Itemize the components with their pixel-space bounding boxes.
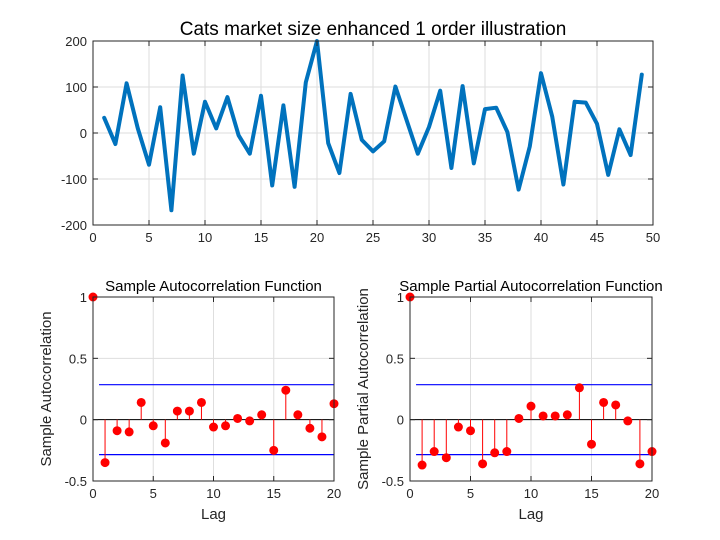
stem-marker bbox=[160, 438, 170, 448]
chart-title: Cats market size enhanced 1 order illust… bbox=[180, 19, 567, 40]
stem-marker bbox=[526, 401, 536, 411]
stem-marker bbox=[635, 459, 645, 469]
x-tick-label: 5 bbox=[145, 230, 152, 245]
y-tick-label: -0.5 bbox=[382, 474, 404, 489]
stem-marker bbox=[317, 432, 327, 442]
chart-title: Sample Partial Autocorrelation Function bbox=[399, 278, 662, 295]
y-tick-label: 100 bbox=[65, 80, 87, 95]
stem-marker bbox=[550, 411, 560, 421]
stem-marker bbox=[281, 385, 291, 395]
y-tick-label: -200 bbox=[61, 218, 87, 233]
stem-marker bbox=[514, 413, 524, 423]
stem-marker bbox=[245, 416, 255, 426]
y-axis-label: Sample Partial Autocorrelation bbox=[355, 288, 372, 490]
stem-marker bbox=[574, 383, 584, 393]
x-tick-label: 40 bbox=[534, 230, 548, 245]
stem-marker bbox=[478, 459, 488, 469]
x-tick-label: 10 bbox=[206, 486, 220, 501]
y-tick-label: 1 bbox=[80, 290, 87, 305]
stem-marker bbox=[112, 426, 122, 436]
stem-marker bbox=[257, 410, 267, 420]
stem-marker bbox=[172, 406, 182, 416]
stem-marker bbox=[305, 423, 315, 433]
x-tick-label: 0 bbox=[89, 486, 96, 501]
x-tick-label: 30 bbox=[422, 230, 436, 245]
x-tick-label: 10 bbox=[198, 230, 212, 245]
y-tick-label: 0.5 bbox=[69, 351, 87, 366]
y-axis-label: Sample Autocorrelation bbox=[38, 311, 55, 466]
stem-marker bbox=[209, 422, 218, 432]
x-tick-label: 5 bbox=[467, 486, 474, 501]
stem-marker bbox=[100, 458, 110, 468]
stem-marker bbox=[453, 422, 463, 432]
x-tick-label: 10 bbox=[524, 486, 538, 501]
stem-marker bbox=[599, 397, 609, 407]
x-tick-label: 20 bbox=[310, 230, 324, 245]
y-tick-label: 1 bbox=[397, 290, 404, 305]
y-tick-label: 0 bbox=[80, 413, 87, 428]
stem-marker bbox=[441, 453, 451, 463]
stem-marker bbox=[136, 397, 146, 407]
y-tick-label: 0 bbox=[397, 413, 404, 428]
stem-marker bbox=[196, 397, 206, 407]
y-tick-label: 0 bbox=[80, 126, 87, 141]
stem-marker bbox=[466, 426, 475, 436]
x-tick-label: 15 bbox=[584, 486, 598, 501]
x-tick-label: 15 bbox=[254, 230, 268, 245]
chart-title: Sample Autocorrelation Function bbox=[105, 278, 322, 295]
series-line bbox=[102, 39, 644, 213]
stem-marker bbox=[502, 447, 512, 457]
chart-1: 0 5 10 15 20 25 30 35 40 45 50 -200 -100 0 100 200 Cats … bbox=[61, 19, 660, 245]
x-tick-label: 45 bbox=[590, 230, 604, 245]
y-tick-label: 0.5 bbox=[386, 351, 404, 366]
stem-marker bbox=[623, 416, 633, 426]
stem-marker bbox=[587, 439, 596, 449]
stem-marker bbox=[417, 460, 427, 470]
stem-marker bbox=[538, 411, 548, 421]
x-tick-label: 5 bbox=[150, 486, 157, 501]
y-tick-label: 200 bbox=[65, 34, 87, 49]
x-tick-label: 0 bbox=[406, 486, 413, 501]
stem-marker bbox=[221, 421, 231, 431]
stem-marker bbox=[293, 410, 303, 420]
x-tick-label: 35 bbox=[478, 230, 492, 245]
x-tick-label: 20 bbox=[645, 486, 659, 501]
stem-marker bbox=[184, 406, 194, 416]
x-tick-label: 25 bbox=[366, 230, 380, 245]
x-tick-label: 20 bbox=[327, 486, 341, 501]
stem-marker bbox=[562, 410, 572, 420]
x-axis-label: Lag bbox=[518, 506, 543, 523]
x-tick-label: 50 bbox=[646, 230, 660, 245]
y-tick-label: -0.5 bbox=[65, 474, 87, 489]
stem-marker bbox=[429, 447, 439, 457]
x-tick-label: 15 bbox=[267, 486, 281, 501]
x-axis-label: Lag bbox=[201, 506, 226, 523]
x-tick-label: 0 bbox=[89, 230, 96, 245]
y-tick-label: -100 bbox=[61, 172, 87, 187]
stem-marker bbox=[148, 421, 158, 431]
stem-marker bbox=[490, 448, 500, 458]
stem-marker bbox=[233, 413, 243, 423]
stem-marker bbox=[124, 427, 134, 437]
stem-marker bbox=[611, 400, 621, 410]
stem-marker bbox=[269, 445, 279, 455]
